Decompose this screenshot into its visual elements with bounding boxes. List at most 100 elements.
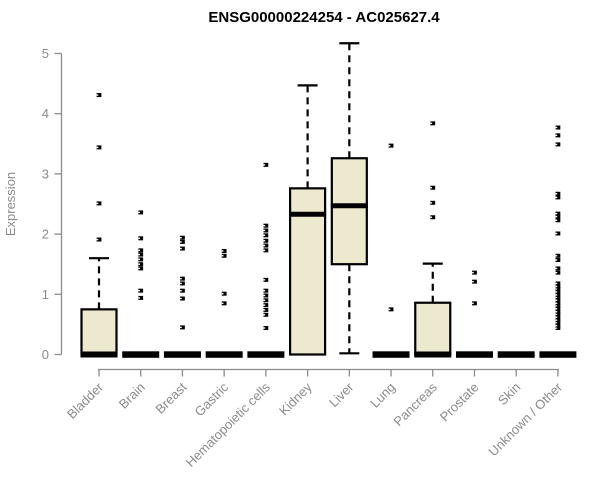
x-tick-label-unknown-other: Unknown / Other (485, 379, 565, 459)
outlier-point (555, 218, 561, 223)
boxplot-group-hematopoietic-cells (247, 162, 285, 358)
outlier-point (180, 239, 185, 244)
x-tick-label-pancreas: Pancreas (390, 379, 440, 429)
outlier-point (138, 266, 144, 271)
outlier-point (555, 326, 561, 331)
outlier-point (555, 270, 561, 275)
zero-bar (205, 351, 243, 358)
x-tick-label-breast: Breast (152, 379, 189, 416)
y-axis: 0 1 2 3 4 5 (42, 46, 63, 362)
box (414, 301, 452, 356)
outlier-point (555, 266, 561, 271)
outlier-point (555, 312, 561, 317)
outlier-point (430, 200, 436, 205)
boxplot-group-gastric (205, 248, 243, 358)
boxplot-group-lung (372, 143, 410, 358)
boxplot-group-kidney (289, 84, 327, 356)
outlier-point (555, 309, 561, 314)
outlier-point (555, 320, 561, 325)
y-tick-label: 2 (42, 227, 49, 242)
outlier-point (180, 325, 185, 330)
y-tick-label: 5 (42, 46, 49, 61)
outlier-point (180, 281, 185, 286)
y-tick-label: 0 (42, 347, 49, 362)
outlier-point (555, 303, 561, 308)
outlier-point (472, 301, 477, 306)
boxplot-group-bladder (80, 93, 118, 358)
outlier-point (138, 262, 144, 267)
outlier-point (138, 295, 144, 300)
x-tick-label-skin: Skin (495, 380, 523, 408)
zero-bar (539, 351, 577, 358)
outlier-point (263, 288, 269, 293)
zero-bar (163, 351, 201, 358)
outlier-point (96, 201, 102, 206)
outlier-point (555, 142, 561, 147)
y-tick-label: 4 (42, 106, 49, 121)
outlier-point (555, 301, 561, 306)
outlier-point (263, 298, 269, 303)
outlier-point (180, 296, 185, 301)
outlier-point (180, 288, 185, 293)
outlier-point (430, 215, 436, 220)
outlier-point (555, 323, 561, 328)
zero-bar (122, 351, 160, 358)
outlier-point (263, 162, 269, 167)
outlier-point (263, 303, 269, 308)
outlier-point (555, 298, 561, 303)
outlier-point (138, 210, 144, 215)
outlier-point (555, 284, 561, 289)
x-tick-label-brain: Brain (116, 380, 148, 412)
outlier-point (96, 93, 102, 98)
chart-title: ENSG00000224254 - AC025627.4 (208, 9, 440, 26)
outlier-point (555, 211, 561, 216)
outlier-point (138, 257, 144, 262)
outlier-point (221, 248, 227, 253)
outlier-point (555, 195, 561, 200)
outlier-point (263, 277, 269, 282)
boxplot-group-brain (122, 210, 160, 358)
outlier-point (555, 292, 561, 297)
outlier-point (180, 235, 185, 240)
boxplot-group-skin (497, 351, 535, 358)
outlier-point (180, 246, 185, 251)
box (330, 157, 368, 266)
y-tick-label: 1 (42, 287, 49, 302)
outlier-point (263, 307, 269, 312)
zero-bar (372, 351, 410, 358)
outlier-point (221, 291, 227, 296)
outlier-point (221, 301, 227, 306)
outlier-point (138, 252, 144, 257)
outlier-point (555, 289, 561, 294)
outlier-point (263, 293, 269, 298)
outlier-point (555, 286, 561, 291)
y-tick-label: 3 (42, 166, 49, 181)
y-axis-title: Expression (3, 172, 18, 236)
outlier-point (555, 306, 561, 311)
zero-bar (497, 351, 535, 358)
outlier-point (472, 270, 477, 275)
outlier-point (388, 307, 394, 312)
outlier-point (555, 125, 561, 130)
outlier-point (388, 143, 394, 148)
outlier-point (472, 279, 477, 284)
x-tick-label-prostate: Prostate (437, 380, 482, 425)
x-tick-label-kidney: Kidney (276, 379, 315, 418)
outlier-point (263, 312, 269, 317)
outlier-point (555, 214, 561, 219)
outlier-point (555, 257, 561, 262)
outlier-point (138, 248, 144, 253)
outlier-point (555, 281, 561, 286)
outlier-point (96, 237, 102, 242)
outlier-point (263, 228, 269, 233)
outlier-point (138, 236, 144, 241)
boxplot-group-liver (330, 42, 368, 355)
outlier-point (430, 185, 436, 190)
outlier-point (263, 223, 269, 228)
box (80, 308, 118, 356)
outlier-point (555, 191, 561, 196)
outlier-point (263, 248, 269, 253)
